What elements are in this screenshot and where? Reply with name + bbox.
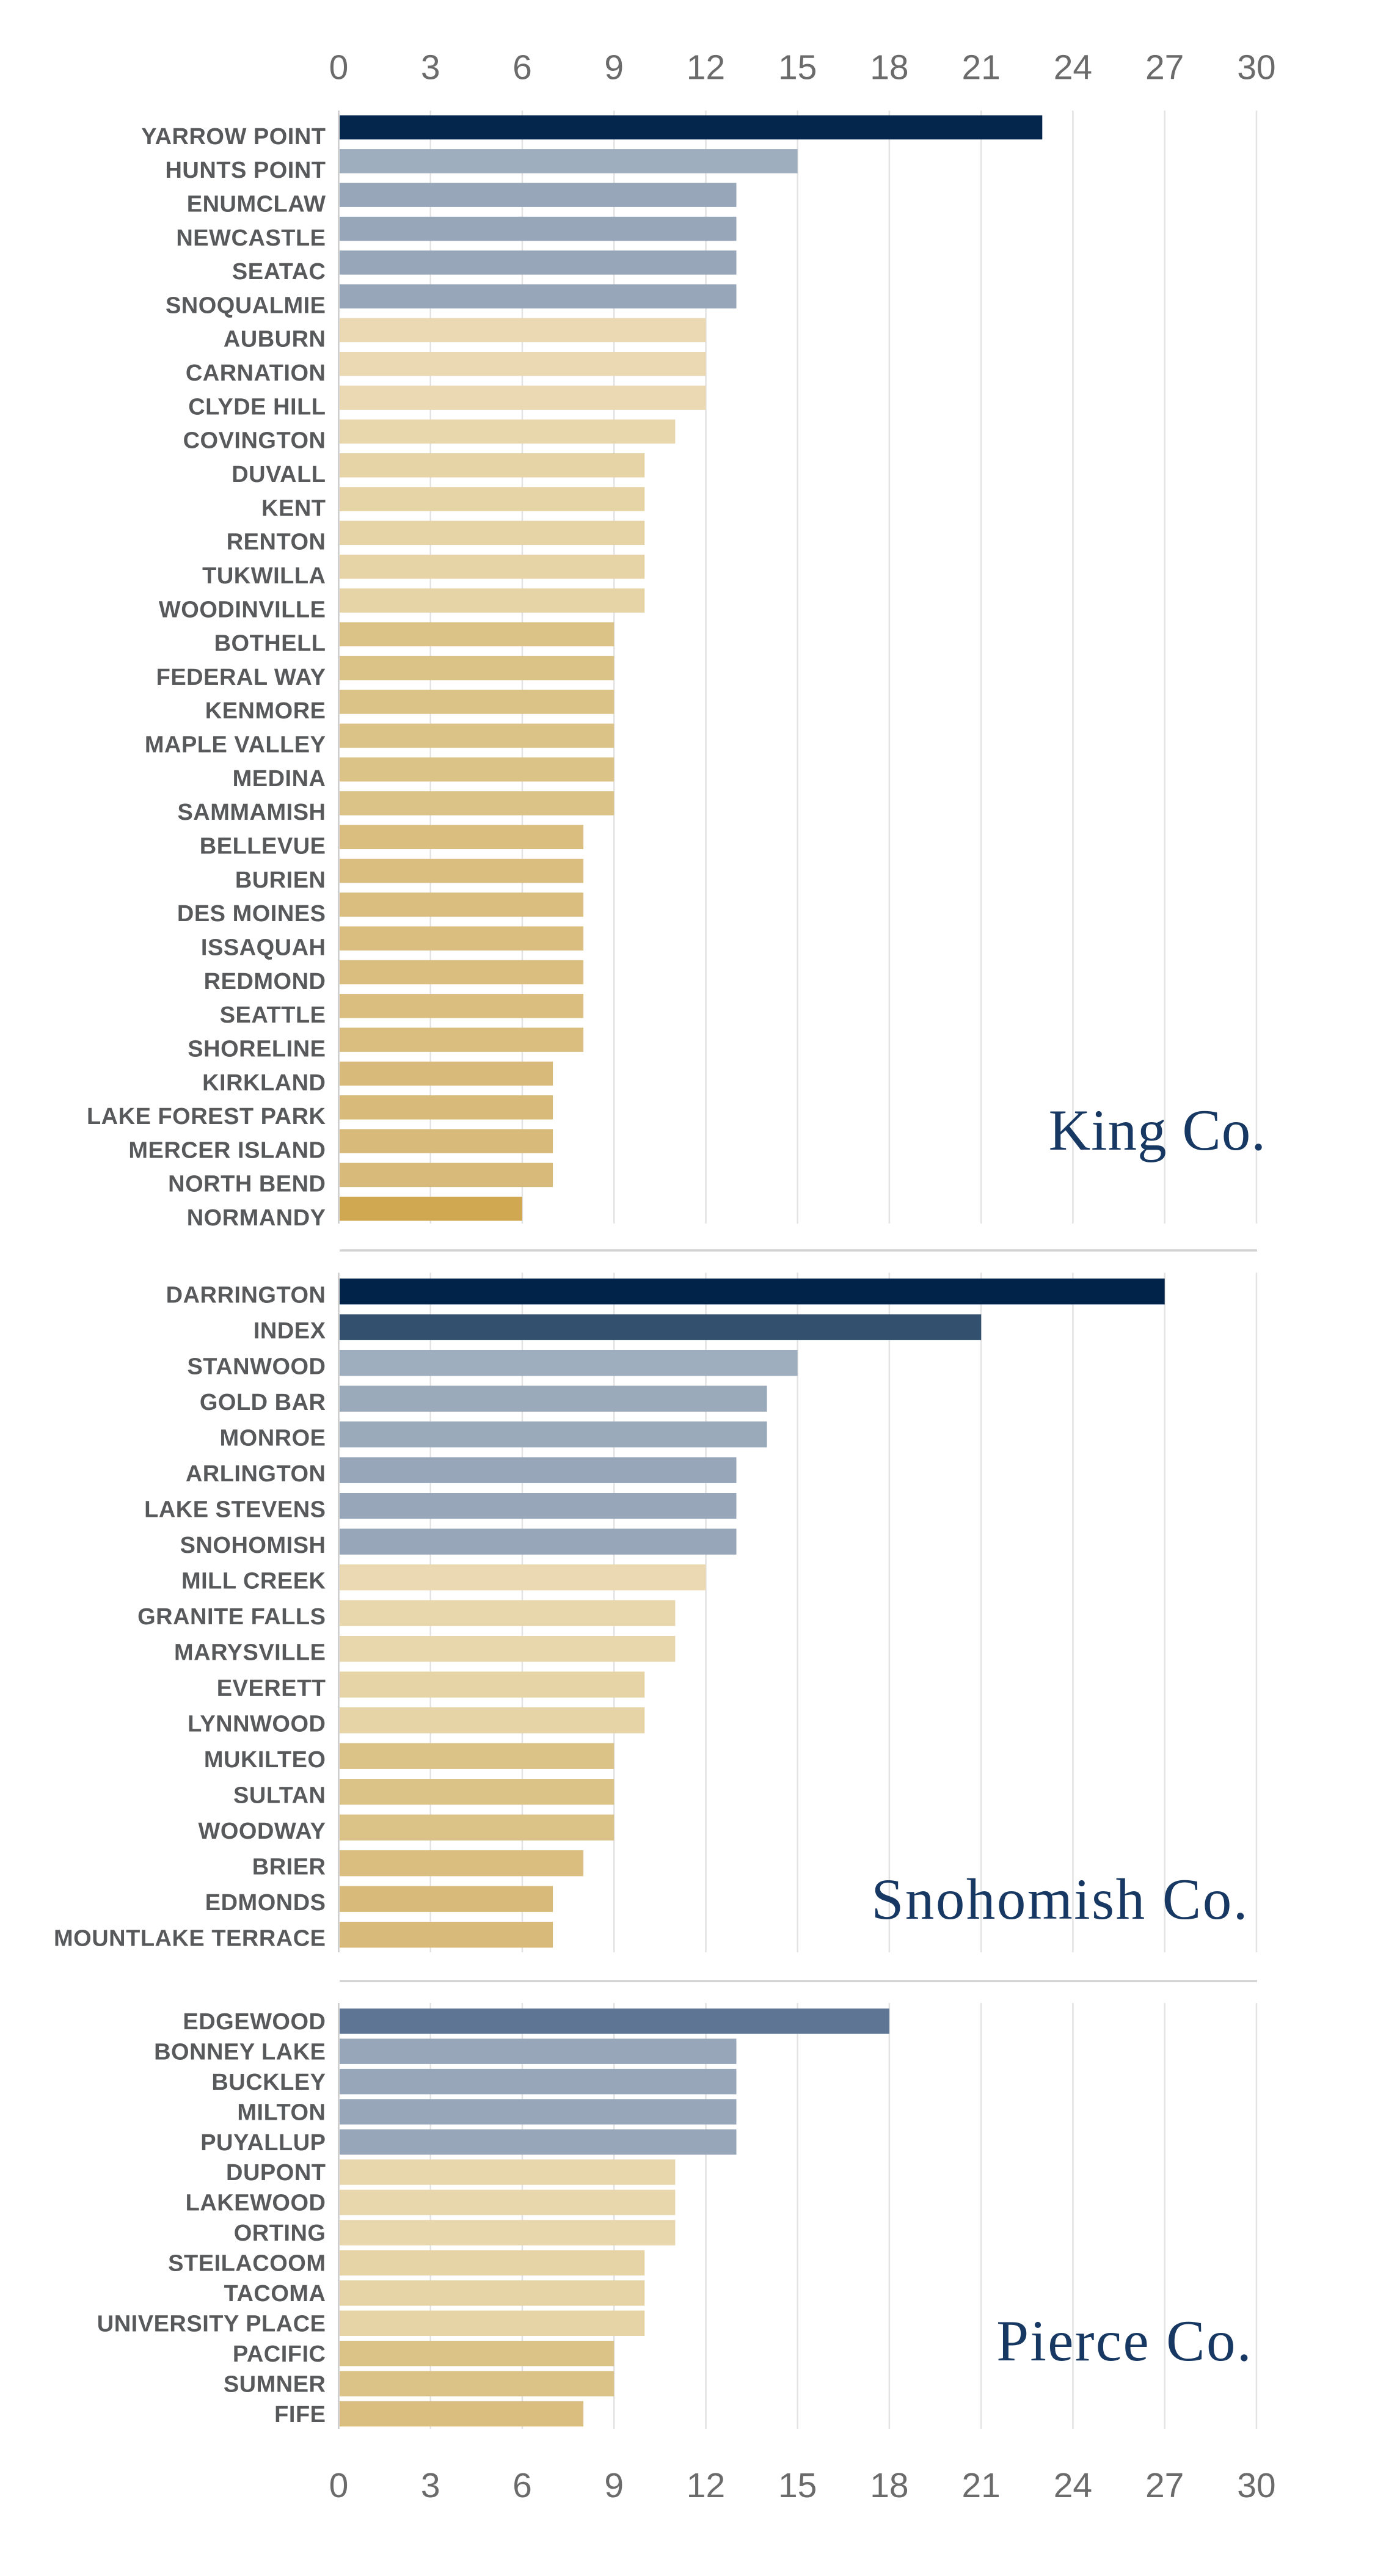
svg-text:BONNEY LAKE: BONNEY LAKE (154, 2039, 326, 2065)
svg-text:3: 3 (421, 2466, 440, 2505)
svg-text:ENUMCLAW: ENUMCLAW (187, 191, 326, 217)
svg-text:CLYDE HILL: CLYDE HILL (188, 394, 326, 420)
svg-text:15: 15 (778, 2466, 817, 2505)
svg-text:MERCER ISLAND: MERCER ISLAND (128, 1137, 326, 1163)
svg-text:LYNNWOOD: LYNNWOOD (188, 1712, 326, 1737)
svg-text:9: 9 (604, 48, 624, 87)
svg-text:SEATAC: SEATAC (232, 259, 326, 285)
svg-text:RENTON: RENTON (227, 530, 326, 555)
svg-text:18: 18 (870, 48, 908, 87)
svg-text:MUKILTEO: MUKILTEO (204, 1747, 326, 1773)
svg-text:WOODWAY: WOODWAY (199, 1819, 326, 1844)
svg-text:ORTING: ORTING (234, 2220, 326, 2246)
svg-text:MEDINA: MEDINA (233, 766, 326, 792)
svg-text:GOLD BAR: GOLD BAR (200, 1390, 326, 1415)
svg-text:ARLINGTON: ARLINGTON (186, 1461, 326, 1487)
svg-text:6: 6 (512, 48, 532, 87)
svg-text:27: 27 (1145, 2466, 1184, 2505)
svg-text:NORTH BEND: NORTH BEND (168, 1172, 326, 1197)
svg-text:MONROE: MONROE (220, 1426, 326, 1451)
svg-text:3: 3 (421, 48, 440, 87)
svg-text:EDGEWOOD: EDGEWOOD (183, 2009, 326, 2035)
svg-text:NORMANDY: NORMANDY (187, 1205, 326, 1231)
svg-text:TUKWILLA: TUKWILLA (202, 563, 326, 589)
svg-text:21: 21 (961, 48, 1000, 87)
svg-text:YARROW POINT: YARROW POINT (141, 124, 326, 150)
svg-text:30: 30 (1237, 48, 1275, 87)
svg-text:24: 24 (1054, 48, 1092, 87)
svg-text:SULTAN: SULTAN (233, 1783, 326, 1809)
svg-text:FIFE: FIFE (274, 2402, 326, 2428)
svg-text:LAKEWOOD: LAKEWOOD (186, 2191, 326, 2216)
svg-text:DES MOINES: DES MOINES (177, 901, 326, 927)
svg-text:FEDERAL WAY: FEDERAL WAY (156, 665, 326, 690)
svg-text:LAKE STEVENS: LAKE STEVENS (144, 1497, 326, 1523)
svg-text:MILTON: MILTON (237, 2100, 326, 2125)
svg-text:BELLEVUE: BELLEVUE (200, 834, 326, 859)
svg-text:SAMMAMISH: SAMMAMISH (177, 800, 326, 825)
svg-text:HUNTS POINT: HUNTS POINT (165, 158, 326, 183)
svg-text:LAKE FOREST PARK: LAKE FOREST PARK (87, 1104, 326, 1129)
svg-text:0: 0 (329, 2466, 349, 2505)
svg-text:GRANITE FALLS: GRANITE FALLS (137, 1604, 326, 1630)
svg-text:27: 27 (1145, 48, 1184, 87)
svg-text:SNOHOMISH: SNOHOMISH (180, 1533, 326, 1558)
svg-text:SUMNER: SUMNER (224, 2371, 326, 2397)
svg-text:DARRINGTON: DARRINGTON (166, 1283, 326, 1308)
svg-text:SNOQUALMIE: SNOQUALMIE (166, 293, 326, 318)
svg-text:9: 9 (604, 2466, 624, 2505)
svg-text:DUPONT: DUPONT (226, 2160, 326, 2186)
svg-text:PACIFIC: PACIFIC (233, 2341, 326, 2367)
svg-text:BOTHELL: BOTHELL (214, 631, 326, 657)
svg-text:SEATTLE: SEATTLE (220, 1002, 326, 1028)
svg-text:18: 18 (870, 2466, 908, 2505)
svg-text:INDEX: INDEX (253, 1318, 326, 1344)
svg-text:NEWCASTLE: NEWCASTLE (176, 225, 326, 251)
svg-text:TACOMA: TACOMA (224, 2281, 326, 2307)
svg-text:30: 30 (1237, 2466, 1275, 2505)
svg-text:REDMOND: REDMOND (204, 969, 326, 994)
svg-text:STANWOOD: STANWOOD (187, 1354, 326, 1380)
svg-text:Snohomish Co.: Snohomish Co. (872, 1867, 1249, 1932)
svg-text:MAPLE VALLEY: MAPLE VALLEY (145, 732, 326, 758)
svg-text:MARYSVILLE: MARYSVILLE (174, 1640, 326, 1666)
svg-text:KENT: KENT (261, 495, 326, 521)
svg-text:DUVALL: DUVALL (232, 462, 326, 487)
svg-text:BURIEN: BURIEN (235, 867, 326, 893)
svg-text:ISSAQUAH: ISSAQUAH (201, 935, 326, 961)
svg-text:12: 12 (687, 2466, 725, 2505)
svg-text:KIRKLAND: KIRKLAND (202, 1070, 326, 1096)
svg-text:24: 24 (1054, 2466, 1092, 2505)
svg-text:SHORELINE: SHORELINE (188, 1036, 326, 1062)
svg-text:BUCKLEY: BUCKLEY (211, 2070, 326, 2095)
svg-text:15: 15 (778, 48, 817, 87)
svg-text:EVERETT: EVERETT (217, 1676, 326, 1701)
svg-text:COVINGTON: COVINGTON (183, 428, 326, 454)
svg-text:CARNATION: CARNATION (186, 360, 326, 386)
svg-text:King Co.: King Co. (1049, 1098, 1266, 1162)
svg-text:6: 6 (512, 2466, 532, 2505)
svg-text:AUBURN: AUBURN (224, 327, 326, 352)
svg-text:STEILACOOM: STEILACOOM (168, 2251, 326, 2277)
svg-text:Pierce Co.: Pierce Co. (996, 2308, 1253, 2373)
svg-text:MOUNTLAKE TERRACE: MOUNTLAKE TERRACE (54, 1926, 326, 1952)
svg-text:BRIER: BRIER (252, 1855, 326, 1880)
svg-text:MILL CREEK: MILL CREEK (181, 1569, 326, 1594)
svg-text:UNIVERSITY PLACE: UNIVERSITY PLACE (97, 2311, 326, 2337)
svg-text:21: 21 (961, 2466, 1000, 2505)
svg-text:WOODINVILLE: WOODINVILLE (159, 597, 326, 622)
svg-text:12: 12 (687, 48, 725, 87)
svg-text:PUYALLUP: PUYALLUP (200, 2130, 326, 2156)
svg-text:0: 0 (329, 48, 349, 87)
svg-text:KENMORE: KENMORE (205, 698, 326, 724)
svg-text:EDMONDS: EDMONDS (205, 1890, 326, 1916)
